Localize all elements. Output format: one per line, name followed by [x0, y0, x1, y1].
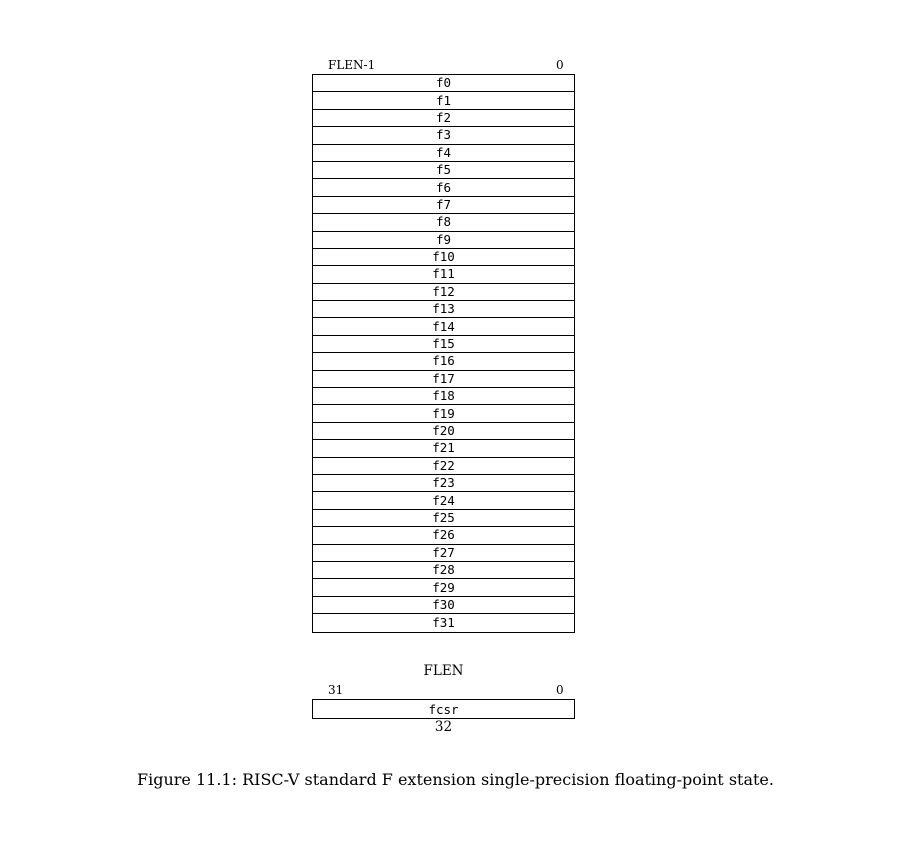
- register-row-f20: f20: [313, 423, 574, 441]
- register-row-f3: f3: [313, 127, 574, 145]
- register-row-f9: f9: [313, 232, 574, 249]
- register-row-f29: f29: [313, 579, 574, 597]
- register-row-f10: f10: [313, 249, 574, 267]
- register-row-f18: f18: [313, 388, 574, 406]
- register-file-width-label: FLEN: [423, 663, 464, 679]
- register-row-f1: f1: [313, 92, 574, 110]
- register-row-f21: f21: [313, 440, 574, 458]
- register-row-f28: f28: [313, 562, 574, 580]
- register-row-f12: f12: [313, 284, 574, 302]
- fcsr-msb-label: 31: [328, 683, 344, 697]
- register-row-f24: f24: [313, 492, 574, 510]
- register-row-f2: f2: [313, 110, 574, 128]
- register-row-f26: f26: [313, 527, 574, 545]
- register-row-f25: f25: [313, 510, 574, 528]
- fcsr-register: fcsr: [312, 699, 575, 719]
- fcsr-width-label: 32: [434, 719, 453, 735]
- register-row-f11: f11: [313, 266, 574, 284]
- register-row-f31: f31: [432, 614, 455, 630]
- register-row-f4: f4: [313, 145, 574, 162]
- register-row-f0: f0: [313, 75, 574, 93]
- register-row-f27: f27: [313, 545, 574, 562]
- fcsr-lsb-label: 0: [556, 683, 564, 697]
- register-row-f30: f30: [313, 597, 574, 615]
- figure-caption: Figure 11.1: RISC-V standard F extension…: [137, 770, 774, 789]
- register-row-f7: f7: [313, 197, 574, 215]
- register-row-f23: f23: [313, 475, 574, 493]
- register-row-f5: f5: [313, 162, 574, 180]
- register-file-lsb-label: 0: [556, 58, 564, 72]
- register-row-f15: f15: [313, 336, 574, 354]
- fcsr-register-name: fcsr: [428, 701, 459, 717]
- register-row-f14: f14: [313, 318, 574, 336]
- register-row-f6: f6: [313, 179, 574, 197]
- register-row-f19: f19: [313, 405, 574, 423]
- register-row-f17: f17: [313, 371, 574, 389]
- register-row-f22: f22: [313, 458, 574, 475]
- register-row-f13: f13: [313, 301, 574, 319]
- register-file-msb-label: FLEN-1: [328, 58, 376, 72]
- register-file-table: f0 f1 f2 f3 f4 f5 f6 f7 f8 f9 f10 f11 f12 f13 f14 f15 f1…: [312, 74, 575, 633]
- register-row-f8: f8: [313, 214, 574, 232]
- register-row-f16: f16: [313, 353, 574, 371]
